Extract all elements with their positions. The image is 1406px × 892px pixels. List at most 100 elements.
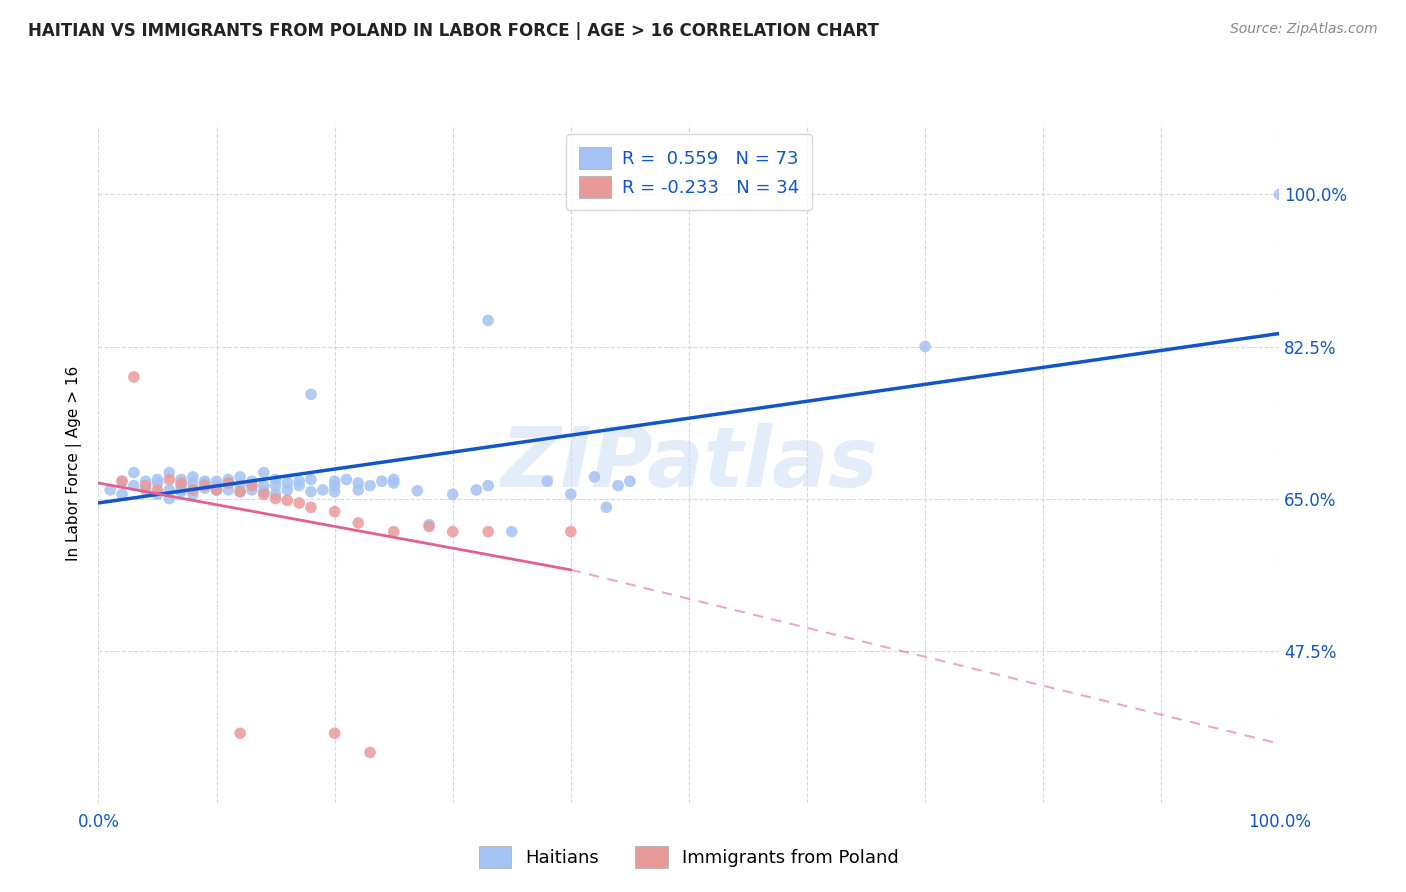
Point	[240, 478, 263, 492]
Point	[205, 483, 228, 497]
Point	[170, 478, 193, 492]
Point	[229, 484, 252, 499]
Point	[276, 483, 298, 497]
Point	[477, 313, 499, 327]
Point	[264, 487, 287, 501]
Point	[135, 478, 157, 492]
Point	[194, 481, 217, 495]
Point	[194, 474, 217, 488]
Point	[288, 478, 311, 492]
Point	[323, 474, 346, 488]
Point	[382, 473, 405, 487]
Point	[347, 483, 370, 497]
Point	[477, 524, 499, 539]
Point	[347, 516, 370, 530]
Point	[229, 478, 252, 492]
Point	[122, 466, 145, 480]
Point	[170, 475, 193, 490]
Point	[157, 466, 180, 480]
Point	[335, 473, 357, 487]
Point	[217, 475, 239, 490]
Text: ZIPatlas: ZIPatlas	[501, 424, 877, 504]
Point	[122, 478, 145, 492]
Point	[205, 483, 228, 497]
Point	[465, 483, 488, 497]
Point	[170, 473, 193, 487]
Point	[146, 487, 169, 501]
Point	[205, 474, 228, 488]
Point	[157, 473, 180, 487]
Point	[371, 474, 394, 488]
Point	[111, 474, 134, 488]
Point	[560, 524, 582, 539]
Point	[441, 524, 464, 539]
Point	[560, 487, 582, 501]
Point	[264, 478, 287, 492]
Point	[157, 491, 180, 506]
Point	[229, 484, 252, 499]
Point	[607, 478, 630, 492]
Point	[276, 475, 298, 490]
Point	[323, 478, 346, 492]
Point	[312, 483, 335, 497]
Point	[135, 474, 157, 488]
Point	[323, 484, 346, 499]
Point	[299, 473, 322, 487]
Point	[418, 519, 440, 533]
Point	[181, 475, 204, 490]
Point	[157, 483, 180, 497]
Point	[382, 524, 405, 539]
Point	[181, 487, 204, 501]
Point	[288, 474, 311, 488]
Point	[418, 517, 440, 532]
Point	[299, 387, 322, 401]
Point	[299, 500, 322, 515]
Point	[181, 470, 204, 484]
Point	[122, 370, 145, 384]
Point	[229, 470, 252, 484]
Point	[441, 487, 464, 501]
Point	[146, 473, 169, 487]
Point	[583, 470, 606, 484]
Point	[170, 483, 193, 497]
Point	[111, 487, 134, 501]
Point	[323, 505, 346, 519]
Point	[253, 466, 276, 480]
Point	[181, 483, 204, 497]
Point	[276, 493, 298, 508]
Point	[229, 726, 252, 740]
Point	[1268, 187, 1291, 202]
Point	[477, 478, 499, 492]
Point	[181, 483, 204, 497]
Point	[135, 483, 157, 497]
Point	[205, 478, 228, 492]
Point	[217, 473, 239, 487]
Point	[382, 475, 405, 490]
Text: HAITIAN VS IMMIGRANTS FROM POLAND IN LABOR FORCE | AGE > 16 CORRELATION CHART: HAITIAN VS IMMIGRANTS FROM POLAND IN LAB…	[28, 22, 879, 40]
Point	[98, 483, 121, 497]
Point	[359, 478, 381, 492]
Point	[914, 339, 936, 353]
Point	[111, 474, 134, 488]
Point	[194, 478, 217, 492]
Point	[253, 487, 276, 501]
Point	[288, 496, 311, 510]
Point	[240, 483, 263, 497]
Point	[264, 491, 287, 506]
Point	[146, 475, 169, 490]
Y-axis label: In Labor Force | Age > 16: In Labor Force | Age > 16	[66, 367, 83, 561]
Point	[406, 483, 429, 498]
Point	[359, 745, 381, 759]
Point	[240, 474, 263, 488]
Point	[347, 475, 370, 490]
Point	[536, 474, 558, 488]
Point	[194, 475, 217, 490]
Point	[264, 473, 287, 487]
Text: Source: ZipAtlas.com: Source: ZipAtlas.com	[1230, 22, 1378, 37]
Point	[253, 478, 276, 492]
Point	[170, 484, 193, 499]
Point	[146, 483, 169, 497]
Point	[217, 483, 239, 497]
Point	[217, 475, 239, 490]
Point	[595, 500, 617, 515]
